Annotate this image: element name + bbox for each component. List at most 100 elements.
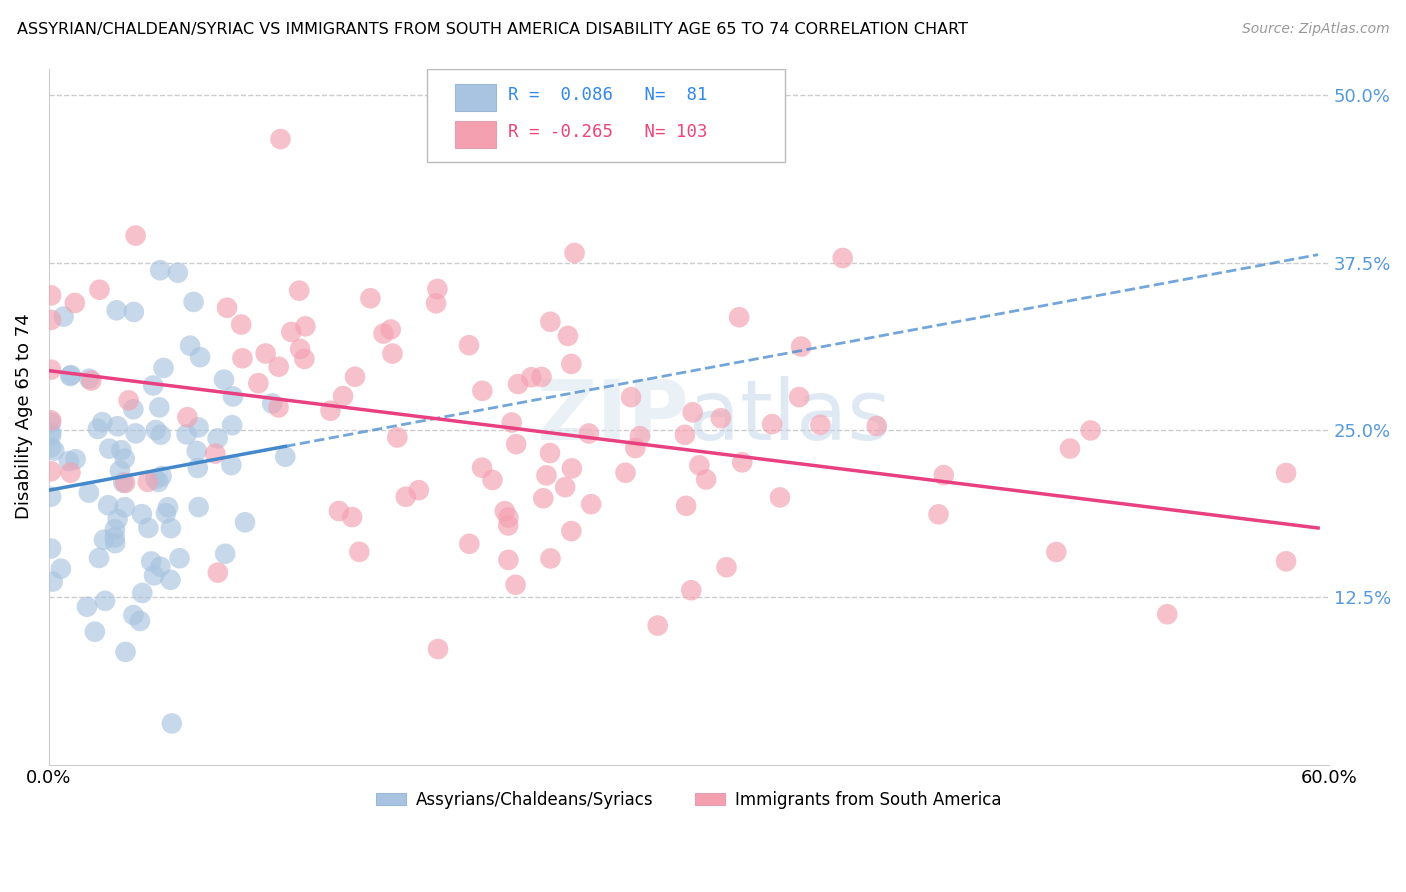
Point bbox=[122, 305, 145, 319]
Point bbox=[231, 318, 253, 332]
Point bbox=[104, 536, 127, 550]
Point bbox=[222, 389, 245, 403]
Point bbox=[39, 428, 62, 442]
Point bbox=[695, 473, 717, 487]
Point bbox=[142, 378, 165, 392]
Point bbox=[328, 504, 350, 518]
Point bbox=[39, 490, 62, 504]
Point bbox=[280, 325, 302, 339]
Point bbox=[787, 390, 810, 404]
Point bbox=[538, 446, 561, 460]
Point bbox=[39, 413, 62, 427]
Point bbox=[217, 301, 239, 315]
Point bbox=[292, 351, 315, 366]
Point bbox=[560, 524, 582, 538]
Point bbox=[1045, 545, 1067, 559]
Point bbox=[1156, 607, 1178, 622]
Text: atlas: atlas bbox=[689, 376, 890, 457]
Point bbox=[505, 437, 527, 451]
Point bbox=[145, 423, 167, 437]
Point bbox=[44, 443, 66, 458]
Point bbox=[149, 559, 172, 574]
Point bbox=[481, 473, 503, 487]
Point bbox=[108, 464, 131, 478]
Point bbox=[176, 410, 198, 425]
Point bbox=[39, 313, 62, 327]
Point bbox=[1059, 442, 1081, 456]
Point bbox=[77, 485, 100, 500]
Point bbox=[107, 419, 129, 434]
Point bbox=[866, 419, 889, 434]
Point bbox=[381, 346, 404, 360]
Point bbox=[579, 497, 602, 511]
Point bbox=[557, 329, 579, 343]
Point bbox=[80, 374, 103, 388]
Point bbox=[270, 132, 292, 146]
Point bbox=[620, 390, 643, 404]
Point bbox=[373, 326, 395, 341]
Point bbox=[332, 389, 354, 403]
Point bbox=[628, 429, 651, 443]
Point bbox=[212, 373, 235, 387]
Point bbox=[152, 360, 174, 375]
Point bbox=[387, 430, 409, 444]
Point bbox=[506, 377, 529, 392]
Point bbox=[207, 431, 229, 445]
Point bbox=[294, 319, 316, 334]
Point bbox=[97, 498, 120, 512]
Point bbox=[349, 545, 371, 559]
Point bbox=[179, 339, 201, 353]
Point bbox=[104, 531, 127, 545]
Point bbox=[39, 362, 62, 376]
Point bbox=[408, 483, 430, 498]
Point bbox=[531, 491, 554, 506]
Point bbox=[761, 417, 783, 431]
Point bbox=[247, 376, 270, 391]
Point bbox=[262, 396, 284, 410]
Point bbox=[105, 303, 128, 318]
Point bbox=[425, 296, 447, 310]
Point bbox=[790, 340, 813, 354]
Point bbox=[148, 475, 170, 489]
Point bbox=[233, 516, 256, 530]
Point bbox=[530, 370, 553, 384]
Point bbox=[59, 369, 82, 384]
Point bbox=[538, 315, 561, 329]
Point bbox=[148, 401, 170, 415]
Point bbox=[59, 368, 82, 383]
Point bbox=[131, 507, 153, 521]
Point bbox=[169, 551, 191, 566]
Text: ZIP: ZIP bbox=[536, 376, 689, 457]
Point bbox=[681, 583, 703, 598]
Point bbox=[52, 310, 75, 324]
Point bbox=[427, 642, 450, 657]
Point bbox=[39, 541, 62, 556]
Point bbox=[578, 426, 600, 441]
Point bbox=[564, 246, 586, 260]
Point bbox=[87, 551, 110, 566]
Point bbox=[110, 443, 132, 458]
Point bbox=[39, 464, 62, 478]
Point bbox=[87, 422, 110, 436]
Point bbox=[63, 296, 86, 310]
Point bbox=[808, 417, 831, 432]
Point bbox=[112, 475, 135, 490]
Point bbox=[114, 500, 136, 515]
Point bbox=[274, 450, 297, 464]
Point bbox=[77, 372, 100, 386]
Point bbox=[141, 554, 163, 568]
Point bbox=[340, 510, 363, 524]
Point bbox=[166, 266, 188, 280]
FancyBboxPatch shape bbox=[426, 69, 785, 162]
Point bbox=[114, 451, 136, 466]
Point bbox=[505, 578, 527, 592]
Point bbox=[267, 359, 290, 374]
Point bbox=[927, 508, 949, 522]
Point bbox=[731, 455, 754, 469]
Point bbox=[614, 466, 637, 480]
Point bbox=[136, 475, 159, 489]
Point bbox=[122, 608, 145, 623]
Point bbox=[65, 452, 87, 467]
Point bbox=[129, 614, 152, 628]
Point bbox=[471, 460, 494, 475]
